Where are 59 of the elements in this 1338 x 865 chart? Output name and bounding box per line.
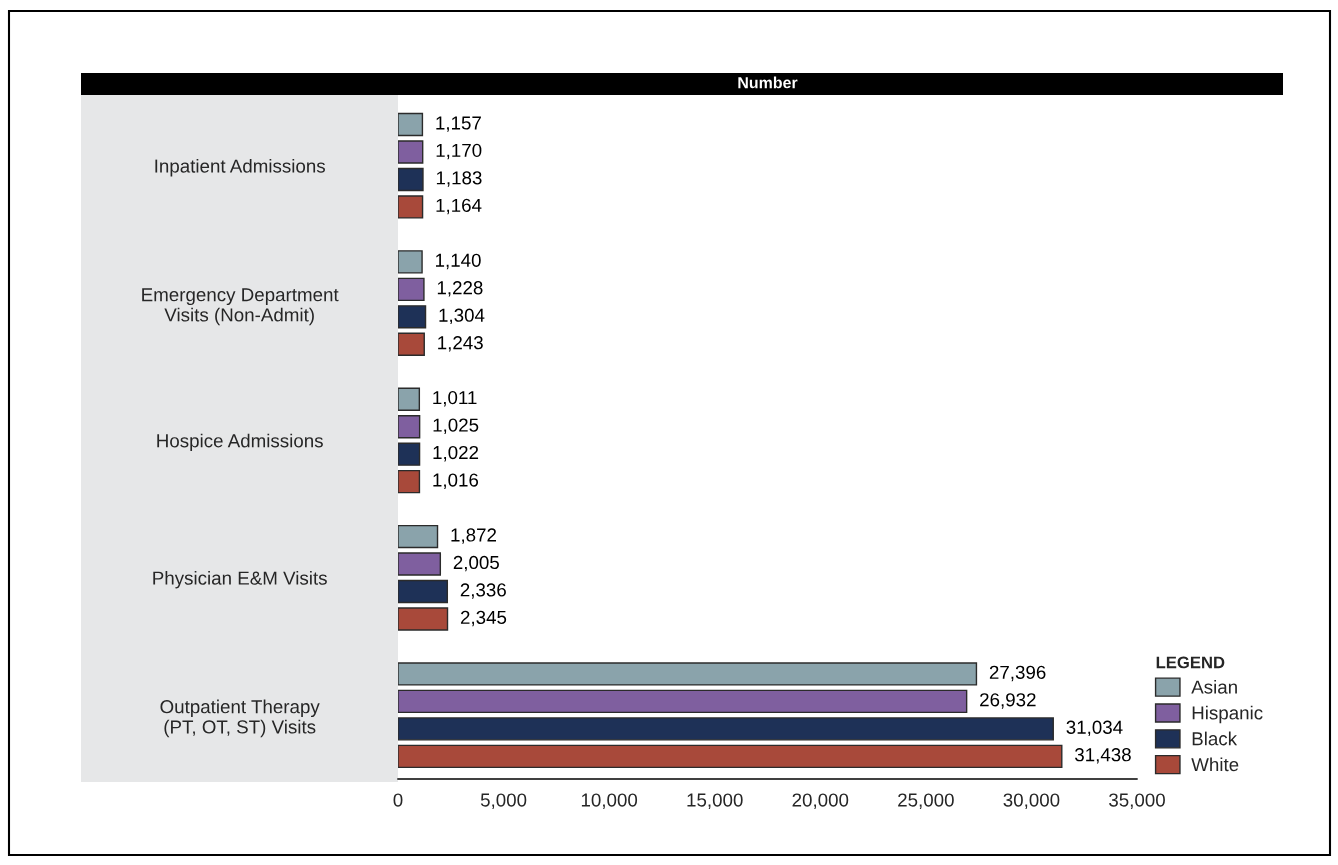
x-tick-label: 5,000 [480,793,527,809]
bar [398,250,423,274]
data-label: 1,025 [433,418,479,434]
bar [398,140,424,164]
bar [398,524,439,549]
legend-title: LEGEND [1156,656,1225,669]
bar [398,469,421,494]
data-label: 1,183 [436,171,482,187]
x-tick-label: 30,000 [1003,793,1060,809]
y-tick-label: Emergency Department Visits (Non-Admit) [142,288,339,326]
bar [398,744,1063,769]
bar [398,662,978,686]
data-label: 2,345 [460,610,507,627]
data-label: 1,228 [437,281,483,297]
bar [398,112,424,137]
y-tick-label: Inpatient Admissions [155,158,325,177]
data-label: 1,011 [433,390,477,407]
x-tick-label: 15,000 [687,793,743,809]
data-label: 31,438 [1075,748,1131,764]
bar [398,305,427,329]
data-label: 1,164 [436,198,482,215]
bar [398,277,425,302]
legend-label: Hispanic [1192,705,1263,724]
data-label: 1,304 [439,308,485,325]
bar [398,387,421,411]
data-label: 2,005 [453,555,499,572]
y-tick-label: Physician E&M Visits [153,570,327,589]
bar [398,442,421,466]
data-label: 27,396 [989,665,1046,682]
bar [398,717,1054,741]
data-label: 31,034 [1066,720,1123,737]
data-label: 1,016 [433,473,479,489]
x-tick-label: 35,000 [1109,793,1165,809]
data-label: 1,872 [451,528,497,544]
legend-label: White [1191,757,1239,772]
bar [398,579,449,604]
data-label: 1,157 [436,116,481,132]
x-tick-label: 0 [393,793,403,807]
x-tick-label: 25,000 [898,793,954,809]
bar [398,332,425,356]
bar [398,415,421,439]
bar [398,689,968,714]
data-label: 1,140 [436,253,481,270]
y-tick-label: Outpatient Therapy (PT, OT, ST) Visits [160,699,320,738]
data-label: 1,243 [438,336,483,352]
legend-label: Asian [1191,679,1237,694]
bar [398,607,449,631]
x-tick-label: 10,000 [581,793,638,809]
y-tick-label: Hospice Admissions [157,433,323,452]
bar [398,195,424,219]
x-tick-label: 20,000 [792,793,849,809]
data-label: 2,336 [460,583,506,599]
data-label: 26,932 [980,693,1036,709]
bar [398,167,424,192]
chart-title: Number [738,76,798,89]
data-label: 1,170 [436,143,482,160]
bar [398,552,442,576]
legend-label: Black [1192,731,1238,746]
data-label: 1,022 [433,445,479,462]
